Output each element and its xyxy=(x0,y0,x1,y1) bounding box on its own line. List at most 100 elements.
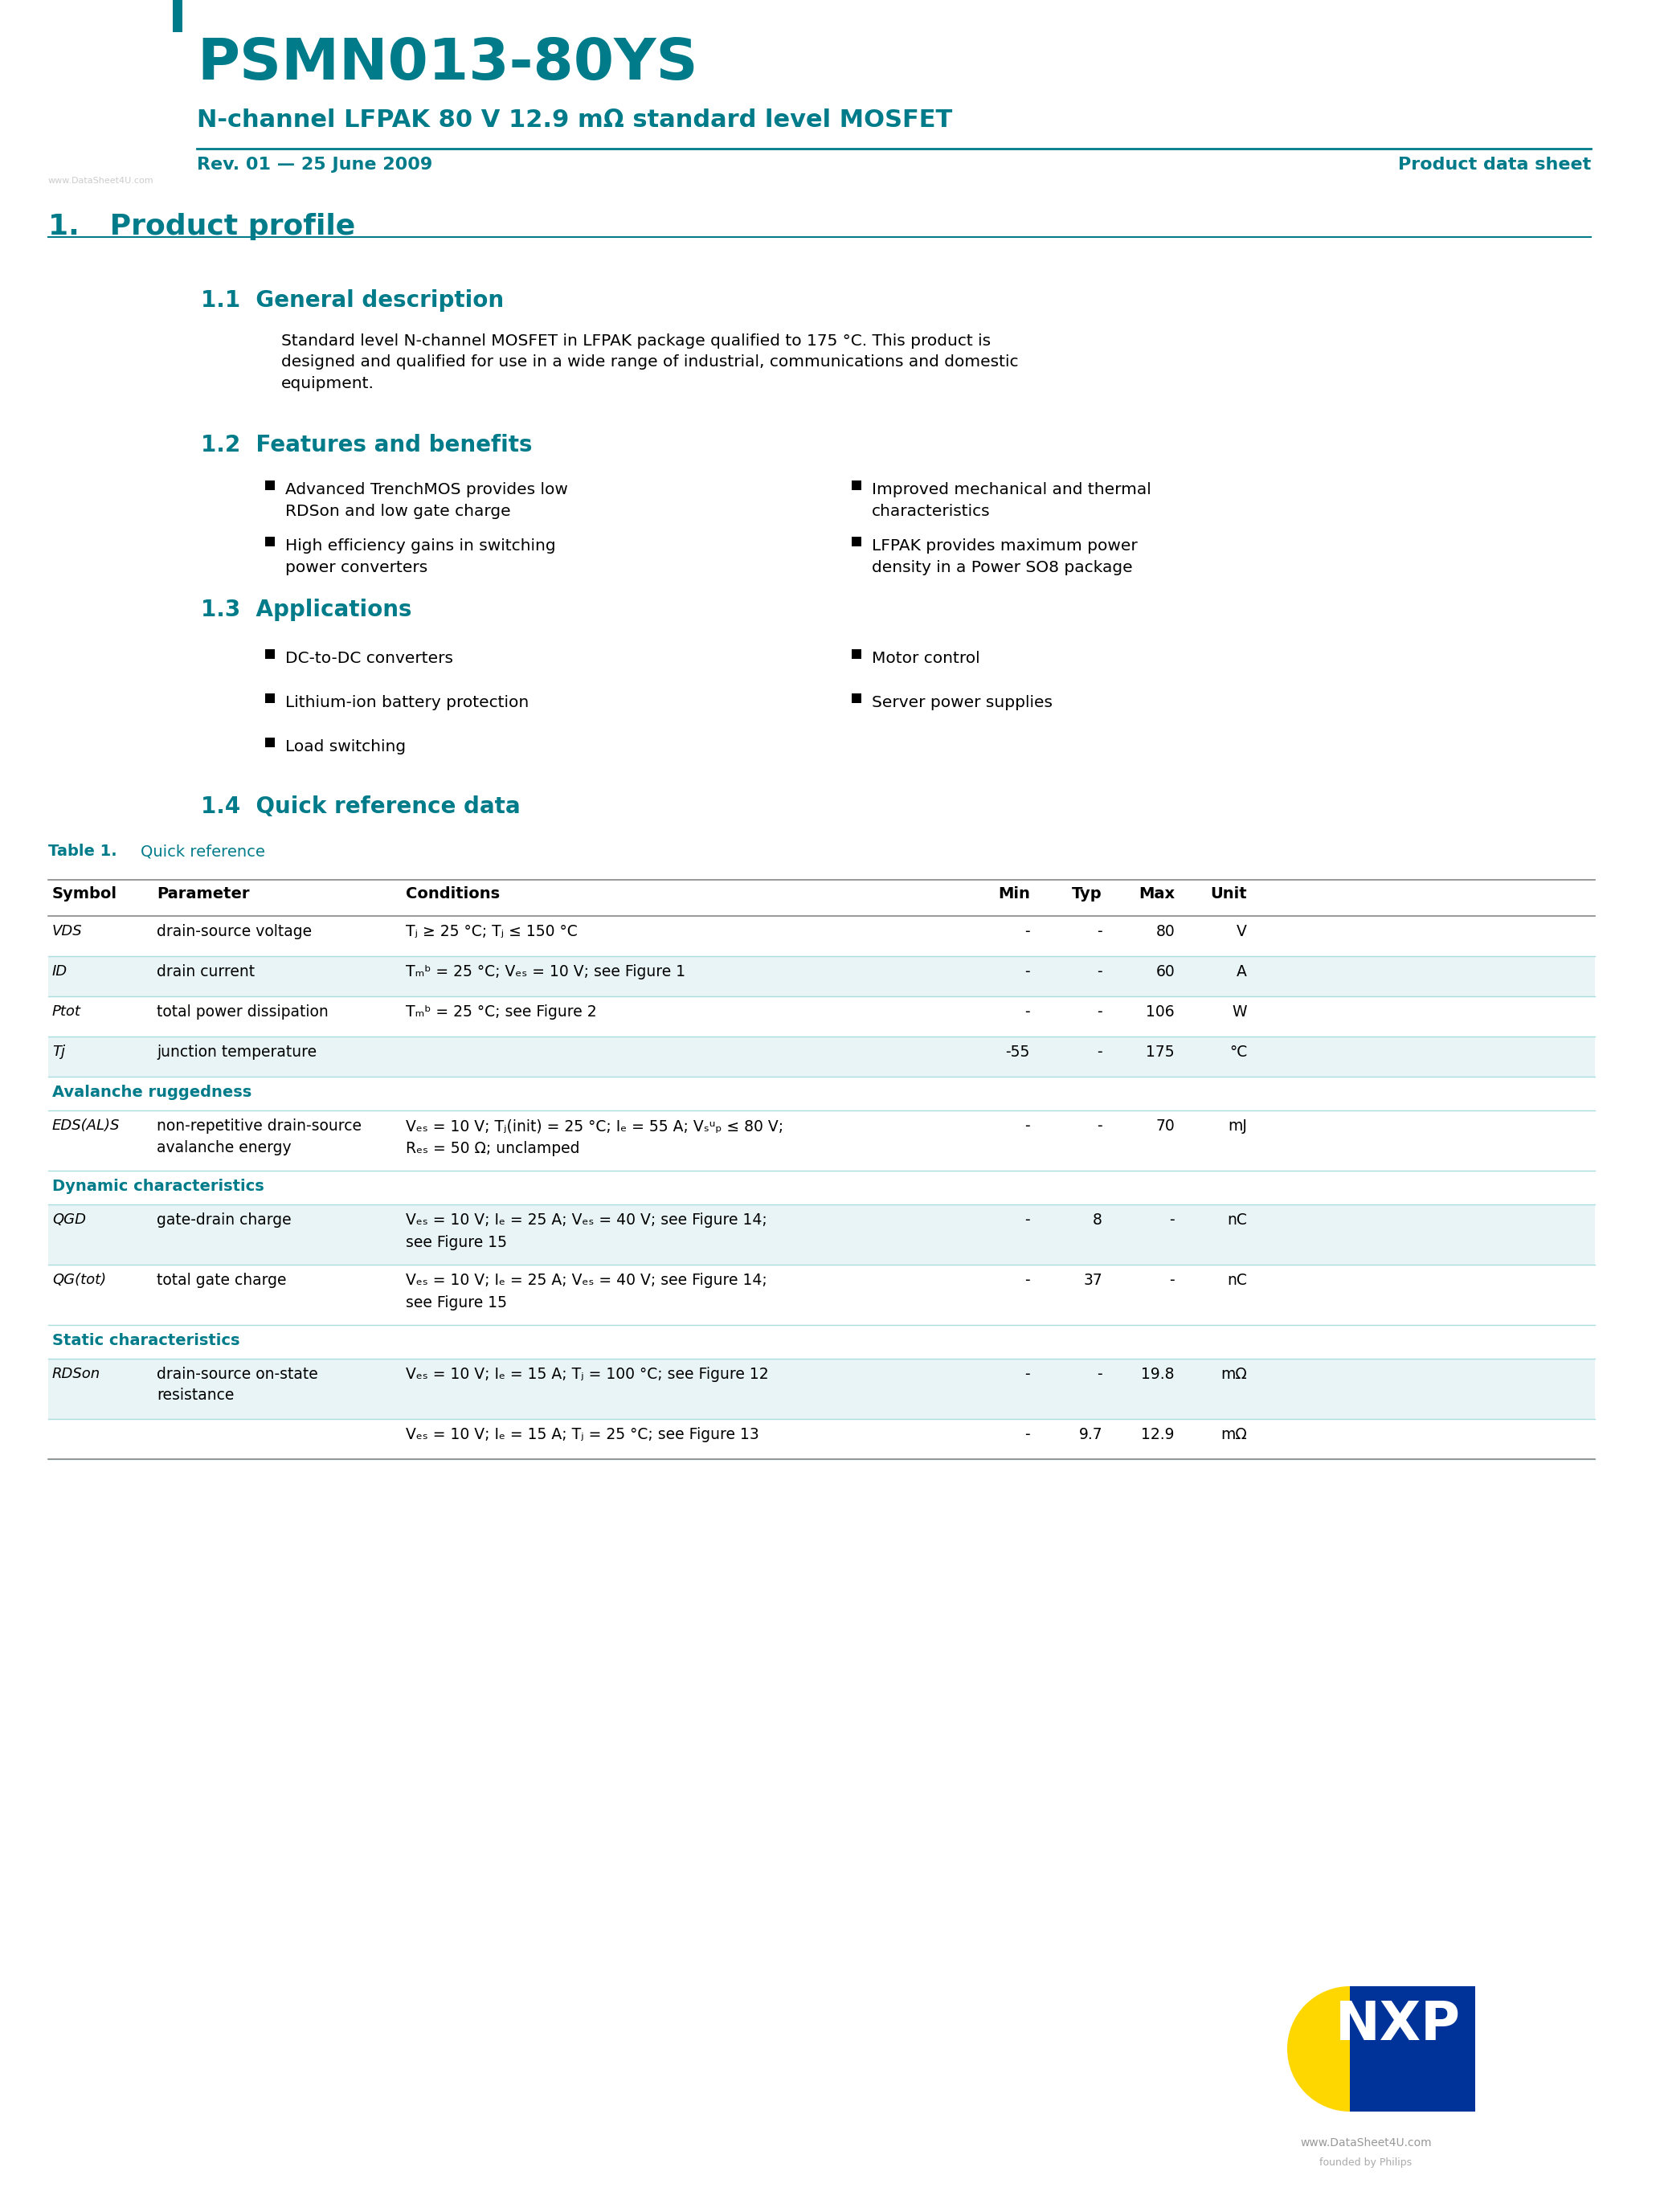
Text: °C: °C xyxy=(1228,1044,1247,1060)
Text: Quick reference: Quick reference xyxy=(141,843,266,858)
Text: -: - xyxy=(1097,964,1102,980)
Bar xyxy=(852,480,862,491)
Text: Vₑₛ = 10 V; Iₑ = 15 A; Tⱼ = 100 °C; see Figure 12: Vₑₛ = 10 V; Iₑ = 15 A; Tⱼ = 100 °C; see … xyxy=(405,1367,769,1382)
Text: 1.2  Features and benefits: 1.2 Features and benefits xyxy=(201,434,533,456)
Bar xyxy=(48,995,1595,1037)
Text: Table 1.: Table 1. xyxy=(48,843,116,858)
Text: Symbol: Symbol xyxy=(51,887,118,902)
Text: 70: 70 xyxy=(1155,1119,1175,1135)
Bar xyxy=(266,480,276,491)
Text: -: - xyxy=(1097,1044,1102,1060)
Bar xyxy=(48,1203,1595,1265)
Text: junction temperature: junction temperature xyxy=(156,1044,317,1060)
Text: mΩ: mΩ xyxy=(1220,1427,1247,1442)
Bar xyxy=(48,880,1595,916)
Bar xyxy=(852,692,862,703)
Text: 12.9: 12.9 xyxy=(1142,1427,1175,1442)
Text: mJ: mJ xyxy=(1228,1119,1247,1135)
Text: RDSon: RDSon xyxy=(51,1367,101,1380)
Text: Conditions: Conditions xyxy=(405,887,500,902)
Text: Tⱼ ≥ 25 °C; Tⱼ ≤ 150 °C: Tⱼ ≥ 25 °C; Tⱼ ≤ 150 °C xyxy=(405,925,578,940)
Text: 19.8: 19.8 xyxy=(1142,1367,1175,1382)
Bar xyxy=(48,1170,1595,1203)
Text: -: - xyxy=(1097,1367,1102,1382)
Text: www.DataSheet4U.com: www.DataSheet4U.com xyxy=(1300,2137,1431,2148)
Text: -: - xyxy=(1024,1272,1031,1287)
Text: EDS(AL)S: EDS(AL)S xyxy=(51,1119,120,1133)
Text: nC: nC xyxy=(1227,1272,1247,1287)
Text: Avalanche ruggedness: Avalanche ruggedness xyxy=(51,1084,252,1099)
Bar xyxy=(266,538,276,546)
Text: 60: 60 xyxy=(1155,964,1175,980)
Text: Standard level N-channel MOSFET in LFPAK package qualified to 175 °C. This produ: Standard level N-channel MOSFET in LFPAK… xyxy=(281,334,1019,392)
Text: 1.3  Applications: 1.3 Applications xyxy=(201,599,412,622)
Text: -55: -55 xyxy=(1006,1044,1031,1060)
Text: -: - xyxy=(1169,1212,1175,1228)
Text: Parameter: Parameter xyxy=(156,887,249,902)
Text: Max: Max xyxy=(1139,887,1175,902)
Text: -: - xyxy=(1024,964,1031,980)
Text: N-channel LFPAK 80 V 12.9 mΩ standard level MOSFET: N-channel LFPAK 80 V 12.9 mΩ standard le… xyxy=(198,108,953,133)
Text: 1.4  Quick reference data: 1.4 Quick reference data xyxy=(201,796,520,818)
Text: -: - xyxy=(1097,1004,1102,1020)
Text: Improved mechanical and thermal
characteristics: Improved mechanical and thermal characte… xyxy=(872,482,1150,518)
Bar xyxy=(48,916,1595,956)
Bar xyxy=(48,1077,1595,1110)
Bar xyxy=(48,1418,1595,1460)
Wedge shape xyxy=(1286,1986,1350,2112)
Text: Tj: Tj xyxy=(51,1044,65,1060)
Bar xyxy=(173,0,183,33)
Text: A: A xyxy=(1237,964,1247,980)
Text: Unit: Unit xyxy=(1210,887,1247,902)
Text: Dynamic characteristics: Dynamic characteristics xyxy=(51,1179,264,1194)
Text: Rₑₛ = 50 Ω; unclamped: Rₑₛ = 50 Ω; unclamped xyxy=(405,1141,579,1157)
Text: QG(tot): QG(tot) xyxy=(51,1272,106,1287)
Text: -: - xyxy=(1024,1367,1031,1382)
Text: total gate charge: total gate charge xyxy=(156,1272,287,1287)
Bar xyxy=(266,737,276,748)
Text: -: - xyxy=(1024,1004,1031,1020)
Text: Tₘᵇ = 25 °C; see Figure 2: Tₘᵇ = 25 °C; see Figure 2 xyxy=(405,1004,596,1020)
Text: mΩ: mΩ xyxy=(1220,1367,1247,1382)
Text: 106: 106 xyxy=(1145,1004,1175,1020)
Text: DC-to-DC converters: DC-to-DC converters xyxy=(286,650,453,666)
Bar xyxy=(48,956,1595,995)
Text: Vₑₛ = 10 V; Iₑ = 25 A; Vₑₛ = 40 V; see Figure 14;: Vₑₛ = 10 V; Iₑ = 25 A; Vₑₛ = 40 V; see F… xyxy=(405,1212,767,1228)
Text: ID: ID xyxy=(51,964,68,978)
Text: Advanced TrenchMOS provides low
RDSon and low gate charge: Advanced TrenchMOS provides low RDSon an… xyxy=(286,482,568,518)
Bar xyxy=(852,648,862,659)
Text: Motor control: Motor control xyxy=(872,650,979,666)
Text: 1.1  General description: 1.1 General description xyxy=(201,290,505,312)
Text: QGD: QGD xyxy=(51,1212,86,1228)
Text: drain-source on-state
resistance: drain-source on-state resistance xyxy=(156,1367,319,1402)
Text: Load switching: Load switching xyxy=(286,739,405,754)
Bar xyxy=(266,648,276,659)
Text: gate-drain charge: gate-drain charge xyxy=(156,1212,292,1228)
Text: drain-source voltage: drain-source voltage xyxy=(156,925,312,940)
Text: see Figure 15: see Figure 15 xyxy=(405,1296,506,1310)
Text: drain current: drain current xyxy=(156,964,254,980)
Text: Lithium-ion battery protection: Lithium-ion battery protection xyxy=(286,695,530,710)
Text: 9.7: 9.7 xyxy=(1079,1427,1102,1442)
Bar xyxy=(48,1358,1595,1418)
Bar xyxy=(852,538,862,546)
Bar xyxy=(266,692,276,703)
Text: VDS: VDS xyxy=(51,925,83,938)
Text: 37: 37 xyxy=(1084,1272,1102,1287)
Text: -: - xyxy=(1097,1119,1102,1135)
Bar xyxy=(48,1110,1595,1170)
Bar xyxy=(1350,1986,1476,2112)
Text: Ptot: Ptot xyxy=(51,1004,81,1020)
Text: LFPAK provides maximum power
density in a Power SO8 package: LFPAK provides maximum power density in … xyxy=(872,538,1137,575)
Text: Min: Min xyxy=(998,887,1031,902)
Text: Vₑₛ = 10 V; Iₑ = 25 A; Vₑₛ = 40 V; see Figure 14;: Vₑₛ = 10 V; Iₑ = 25 A; Vₑₛ = 40 V; see F… xyxy=(405,1272,767,1287)
Text: www.DataSheet4U.com: www.DataSheet4U.com xyxy=(48,177,154,186)
Text: total power dissipation: total power dissipation xyxy=(156,1004,329,1020)
Text: nC: nC xyxy=(1227,1212,1247,1228)
Text: see Figure 15: see Figure 15 xyxy=(405,1234,506,1250)
Text: Product data sheet: Product data sheet xyxy=(1398,157,1590,173)
Text: Rev. 01 — 25 June 2009: Rev. 01 — 25 June 2009 xyxy=(198,157,433,173)
Text: -: - xyxy=(1024,925,1031,940)
Text: 80: 80 xyxy=(1155,925,1175,940)
Text: Static characteristics: Static characteristics xyxy=(51,1334,239,1349)
